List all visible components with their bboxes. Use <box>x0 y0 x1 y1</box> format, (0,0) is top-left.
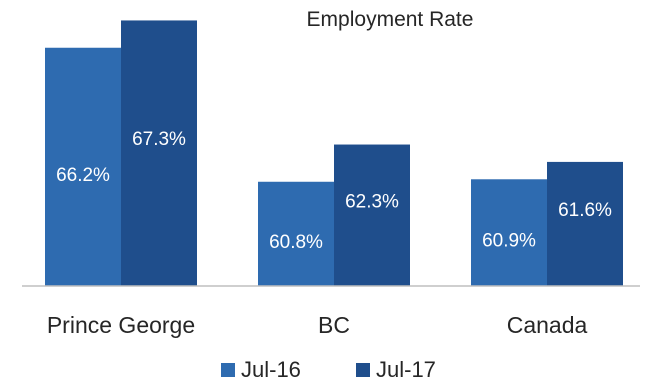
legend-label-jul-16: Jul-16 <box>241 357 301 382</box>
bar-prince-george-jul-17 <box>121 20 197 286</box>
data-label-canada-jul-16: 60.9% <box>482 231 536 252</box>
category-label-canada: Canada <box>507 312 588 338</box>
data-label-prince-george-jul-17: 67.3% <box>132 129 186 150</box>
data-label-canada-jul-17: 61.6% <box>558 200 612 221</box>
bar-canada-jul-16 <box>471 179 547 286</box>
bar-canada-jul-17 <box>547 161 623 286</box>
category-label-bc: BC <box>318 312 350 338</box>
data-label-bc-jul-17: 62.3% <box>345 191 399 212</box>
bar-bc-jul-16 <box>258 181 334 286</box>
legend-swatch-jul-16 <box>221 363 235 377</box>
bars-layer: 66.2% 67.3% 60.8% 62.3% 60.9% 61.6% <box>45 20 623 286</box>
data-label-bc-jul-16: 60.8% <box>269 232 323 253</box>
legend-swatch-jul-17 <box>356 363 370 377</box>
category-label-prince-george: Prince George <box>47 312 195 338</box>
category-labels: Prince George BC Canada <box>47 312 588 338</box>
legend-label-jul-17: Jul-17 <box>376 357 436 382</box>
data-label-prince-george-jul-16: 66.2% <box>56 165 110 186</box>
chart-title: Employment Rate <box>307 8 474 31</box>
legend: Jul-16 Jul-17 <box>221 357 436 382</box>
bar-prince-george-jul-16 <box>45 47 121 286</box>
bar-bc-jul-17 <box>334 144 410 286</box>
